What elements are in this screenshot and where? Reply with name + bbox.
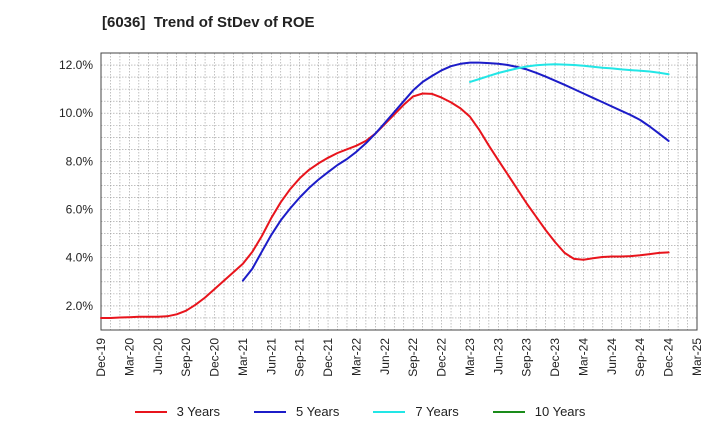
legend-item: 3 Years	[134, 404, 220, 419]
legend-item: 10 Years	[492, 404, 586, 419]
y-tick-label: 6.0%	[66, 203, 94, 217]
legend-label: 3 Years	[176, 404, 220, 419]
y-tick-label: 10.0%	[59, 106, 93, 120]
x-tick-label: Dec-21	[321, 338, 335, 377]
x-tick-label: Jun-22	[378, 338, 392, 375]
x-tick-label: Dec-24	[662, 338, 676, 377]
x-tick-label: Sep-23	[520, 338, 534, 377]
series-line-7-years	[469, 63, 670, 83]
x-tick-label: Sep-20	[179, 338, 193, 377]
legend-swatch	[254, 410, 286, 413]
y-tick-label: 12.0%	[59, 58, 93, 72]
y-tick-label: 8.0%	[66, 154, 94, 168]
legend-label: 7 Years	[415, 404, 459, 419]
x-tick-label: Jun-24	[605, 338, 619, 375]
series-lines	[100, 61, 670, 319]
legend-item: 5 Years	[254, 404, 339, 419]
x-tick-label: Jun-23	[491, 338, 505, 375]
x-tick-label: Dec-19	[94, 338, 108, 377]
legend-swatch	[373, 410, 406, 413]
x-tick-label: Sep-24	[633, 338, 647, 377]
x-tick-label: Mar-20	[122, 338, 136, 376]
y-tick-label: 2.0%	[66, 299, 94, 313]
legend-swatch	[492, 410, 525, 413]
legend-label: 10 Years	[534, 404, 586, 419]
legend: 3 Years 5 Years 7 Years 10 Years	[0, 404, 720, 419]
y-tick-label: 4.0%	[66, 251, 94, 265]
y-axis-tick-labels: 2.0% 4.0% 6.0% 8.0% 10.0% 12.0%	[59, 58, 93, 313]
plot-area-frame	[100, 52, 698, 331]
x-tick-label: Dec-22	[435, 338, 449, 377]
x-tick-label: Mar-23	[463, 338, 477, 376]
x-tick-label: Sep-21	[293, 338, 307, 377]
series-line-5-years	[241, 61, 670, 282]
legend-swatch	[134, 410, 167, 413]
x-axis-tick-labels: Dec-19 Mar-20 Jun-20 Sep-20 Dec-20 Mar-21 Jun-…	[94, 338, 704, 377]
x-tick-label: Mar-25	[690, 338, 704, 376]
grid-lines	[100, 52, 698, 331]
legend-label: 5 Years	[296, 404, 340, 419]
x-tick-label: Mar-22	[349, 338, 363, 376]
x-tick-label: Jun-20	[151, 338, 165, 375]
legend-item: 7 Years	[373, 404, 459, 419]
x-tick-label: Mar-24	[576, 338, 590, 376]
x-tick-label: Sep-22	[406, 338, 420, 377]
chart-title: [6036] Trend of StDev of ROE	[102, 14, 315, 31]
x-tick-label: Mar-21	[236, 338, 250, 376]
x-tick-label: Dec-23	[548, 338, 562, 377]
x-tick-label: Dec-20	[208, 338, 222, 377]
x-tick-label: Jun-21	[264, 338, 278, 375]
